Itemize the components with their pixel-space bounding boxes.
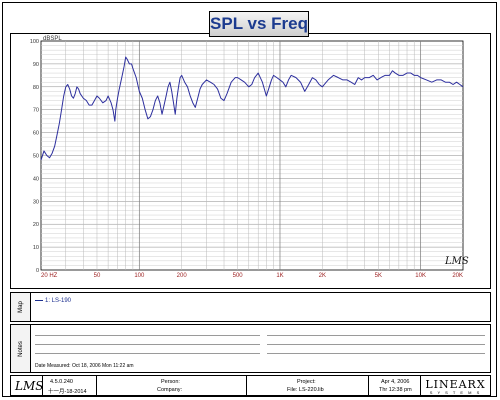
time-text: Thr 12:38 pm: [379, 387, 412, 393]
spl-chart: 0 10 20 30 40 50 60 70 80 90 100 20 HZ 50 100 200 500 1K…: [30, 36, 469, 279]
chart-title: SPL vs Freq: [210, 14, 308, 33]
footer-version-cell: 4.5.0.240 十一月-18-2014: [43, 376, 97, 395]
note-line: [267, 344, 485, 345]
plot-panel: 0 10 20 30 40 50 60 70 80 90 100 20 HZ 50 100 200 500 1K…: [10, 33, 491, 289]
title-box: SPL vs Freq: [209, 11, 309, 37]
x-tick-label: 10K: [415, 273, 426, 279]
legend-swatch: [35, 299, 43, 301]
notes-label: Notes: [17, 340, 24, 357]
lms-watermark: LMS: [444, 256, 469, 267]
footer-logo-cell: LMS: [11, 376, 43, 395]
x-tick-label: 500: [233, 273, 244, 279]
footer-bar: LMS 4.5.0.240 十一月-18-2014 Person: Compan…: [10, 375, 491, 396]
y-tick-label: 20: [33, 222, 39, 228]
footer-brand-cell: LINEARX S Y S T E M S: [421, 376, 490, 395]
y-tick-label: 70: [33, 108, 39, 114]
version-text: 4.5.0.240: [50, 379, 73, 385]
y-tick-label: 100: [30, 39, 39, 45]
linearx-logo: LINEARX: [425, 378, 486, 391]
note-line: [267, 335, 485, 336]
x-tick-label: 2K: [319, 273, 326, 279]
series-line: [40, 56, 464, 161]
x-tick-label: 20K: [452, 273, 463, 279]
lms-logo: LMS: [15, 379, 44, 393]
y-tick-label: 90: [33, 62, 39, 68]
x-tick-label: 50: [94, 273, 101, 279]
map-tab: Map: [11, 293, 31, 321]
company-label: Company:: [157, 387, 183, 393]
footer-date-cell: Apr 4, 2006 Thr 12:38 pm: [369, 376, 421, 395]
legend-entry: 1: LS-190: [45, 298, 72, 304]
project-label: Project:: [297, 379, 316, 385]
date-measured: Date Measured: Oct 18, 2006 Mon 11:22 am: [35, 363, 134, 369]
notes-panel: Notes Date Measured: Oct 18, 2006 Mon 11…: [10, 324, 491, 373]
footer-person-cell: Person: Company:: [97, 376, 247, 395]
y-tick-label: 0: [36, 268, 39, 274]
legend: 1: LS-190: [35, 298, 71, 304]
y-tick-label: 50: [33, 154, 39, 160]
notes-tab: Notes: [11, 325, 31, 372]
x-tick-label: 20 HZ: [41, 273, 58, 279]
y-tick-label: 40: [33, 176, 39, 182]
y-tick-label: 80: [33, 85, 39, 91]
y-tick-label: 60: [33, 131, 39, 137]
linearx-subtitle: S Y S T E M S: [429, 390, 482, 395]
person-label: Person:: [161, 379, 180, 385]
footer-project-cell: Project: File: LS-220.lib: [247, 376, 369, 395]
note-line: [35, 344, 260, 345]
x-tick-label: 1K: [276, 273, 283, 279]
y-tick-label: 30: [33, 199, 39, 205]
y-tick-label: 10: [33, 245, 39, 251]
x-tick-label: 100: [134, 273, 145, 279]
date-text: Apr 4, 2006: [381, 379, 410, 385]
map-panel: Map 1: LS-190: [10, 292, 491, 322]
version-date-text: 十一月-18-2014: [48, 389, 87, 395]
note-line: [267, 353, 485, 354]
x-tick-label: 200: [177, 273, 188, 279]
file-label: File: LS-220.lib: [287, 387, 324, 393]
y-axis-label: dBSPL: [43, 36, 62, 42]
x-tick-label: 5K: [375, 273, 382, 279]
note-line: [35, 335, 260, 336]
note-line: [35, 353, 260, 354]
graph-window: 0 10 20 30 40 50 60 70 80 90 100 20 HZ 50 100 200 500 1K…: [2, 2, 497, 397]
map-label: Map: [17, 301, 24, 313]
